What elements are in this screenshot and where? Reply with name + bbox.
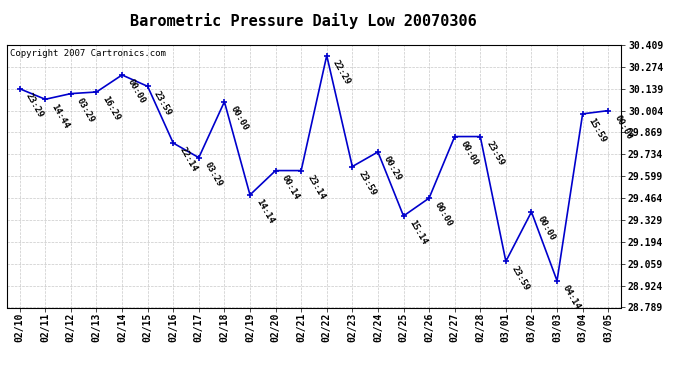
Text: 14:44: 14:44 [50,102,70,130]
Text: 22:14: 22:14 [177,146,199,174]
Text: 15:14: 15:14 [408,219,429,246]
Text: Barometric Pressure Daily Low 20070306: Barometric Pressure Daily Low 20070306 [130,13,477,29]
Text: 00:00: 00:00 [228,105,250,132]
Text: 00:00: 00:00 [535,214,557,243]
Text: 00:29: 00:29 [382,155,404,183]
Text: Copyright 2007 Cartronics.com: Copyright 2007 Cartronics.com [10,49,166,58]
Text: 00:00: 00:00 [433,201,455,229]
Text: 03:29: 03:29 [203,160,224,188]
Text: 00:00: 00:00 [459,140,480,167]
Text: 03:29: 03:29 [75,96,97,124]
Text: 00:00: 00:00 [126,78,148,105]
Text: 15:59: 15:59 [586,117,608,144]
Text: 23:59: 23:59 [357,169,377,197]
Text: 23:29: 23:29 [24,92,45,119]
Text: 00:14: 00:14 [279,173,301,201]
Text: 23:59: 23:59 [152,89,173,117]
Text: 16:29: 16:29 [101,95,122,123]
Text: 22:29: 22:29 [331,58,352,86]
Text: 23:59: 23:59 [510,264,531,292]
Text: 00:00: 00:00 [612,113,633,141]
Text: 04:14: 04:14 [561,284,582,311]
Text: 23:59: 23:59 [484,140,506,167]
Text: 23:14: 23:14 [305,173,326,201]
Text: 14:14: 14:14 [254,198,275,225]
